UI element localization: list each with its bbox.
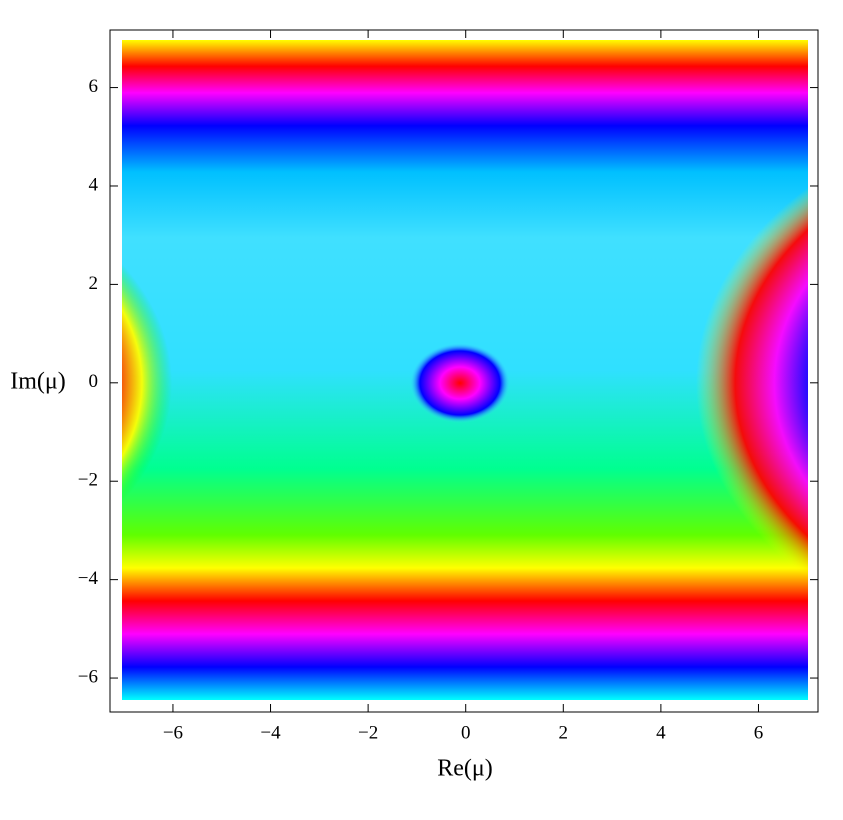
x-tick-label: −4 bbox=[260, 722, 281, 743]
y-tick-label: 0 bbox=[89, 371, 99, 392]
x-tick-label: 2 bbox=[559, 722, 569, 743]
x-tick-label: −2 bbox=[358, 722, 378, 743]
x-tick-label: 0 bbox=[461, 722, 471, 743]
y-tick-label: −6 bbox=[78, 666, 98, 687]
x-tick-label: −6 bbox=[163, 722, 183, 743]
frame bbox=[109, 29, 819, 713]
y-tick-label: 6 bbox=[89, 76, 99, 97]
x-tick-label: 6 bbox=[754, 722, 764, 743]
y-tick-label: 2 bbox=[89, 273, 99, 294]
y-tick-label: −4 bbox=[78, 568, 99, 589]
x-tick-label: 4 bbox=[656, 722, 666, 743]
domain-image bbox=[122, 40, 808, 700]
y-tick-label: −2 bbox=[78, 470, 98, 491]
y-tick-label: 4 bbox=[89, 174, 99, 195]
x-axis-label: Re(μ) bbox=[437, 756, 493, 782]
y-axis-label: Im(μ) bbox=[10, 369, 66, 395]
